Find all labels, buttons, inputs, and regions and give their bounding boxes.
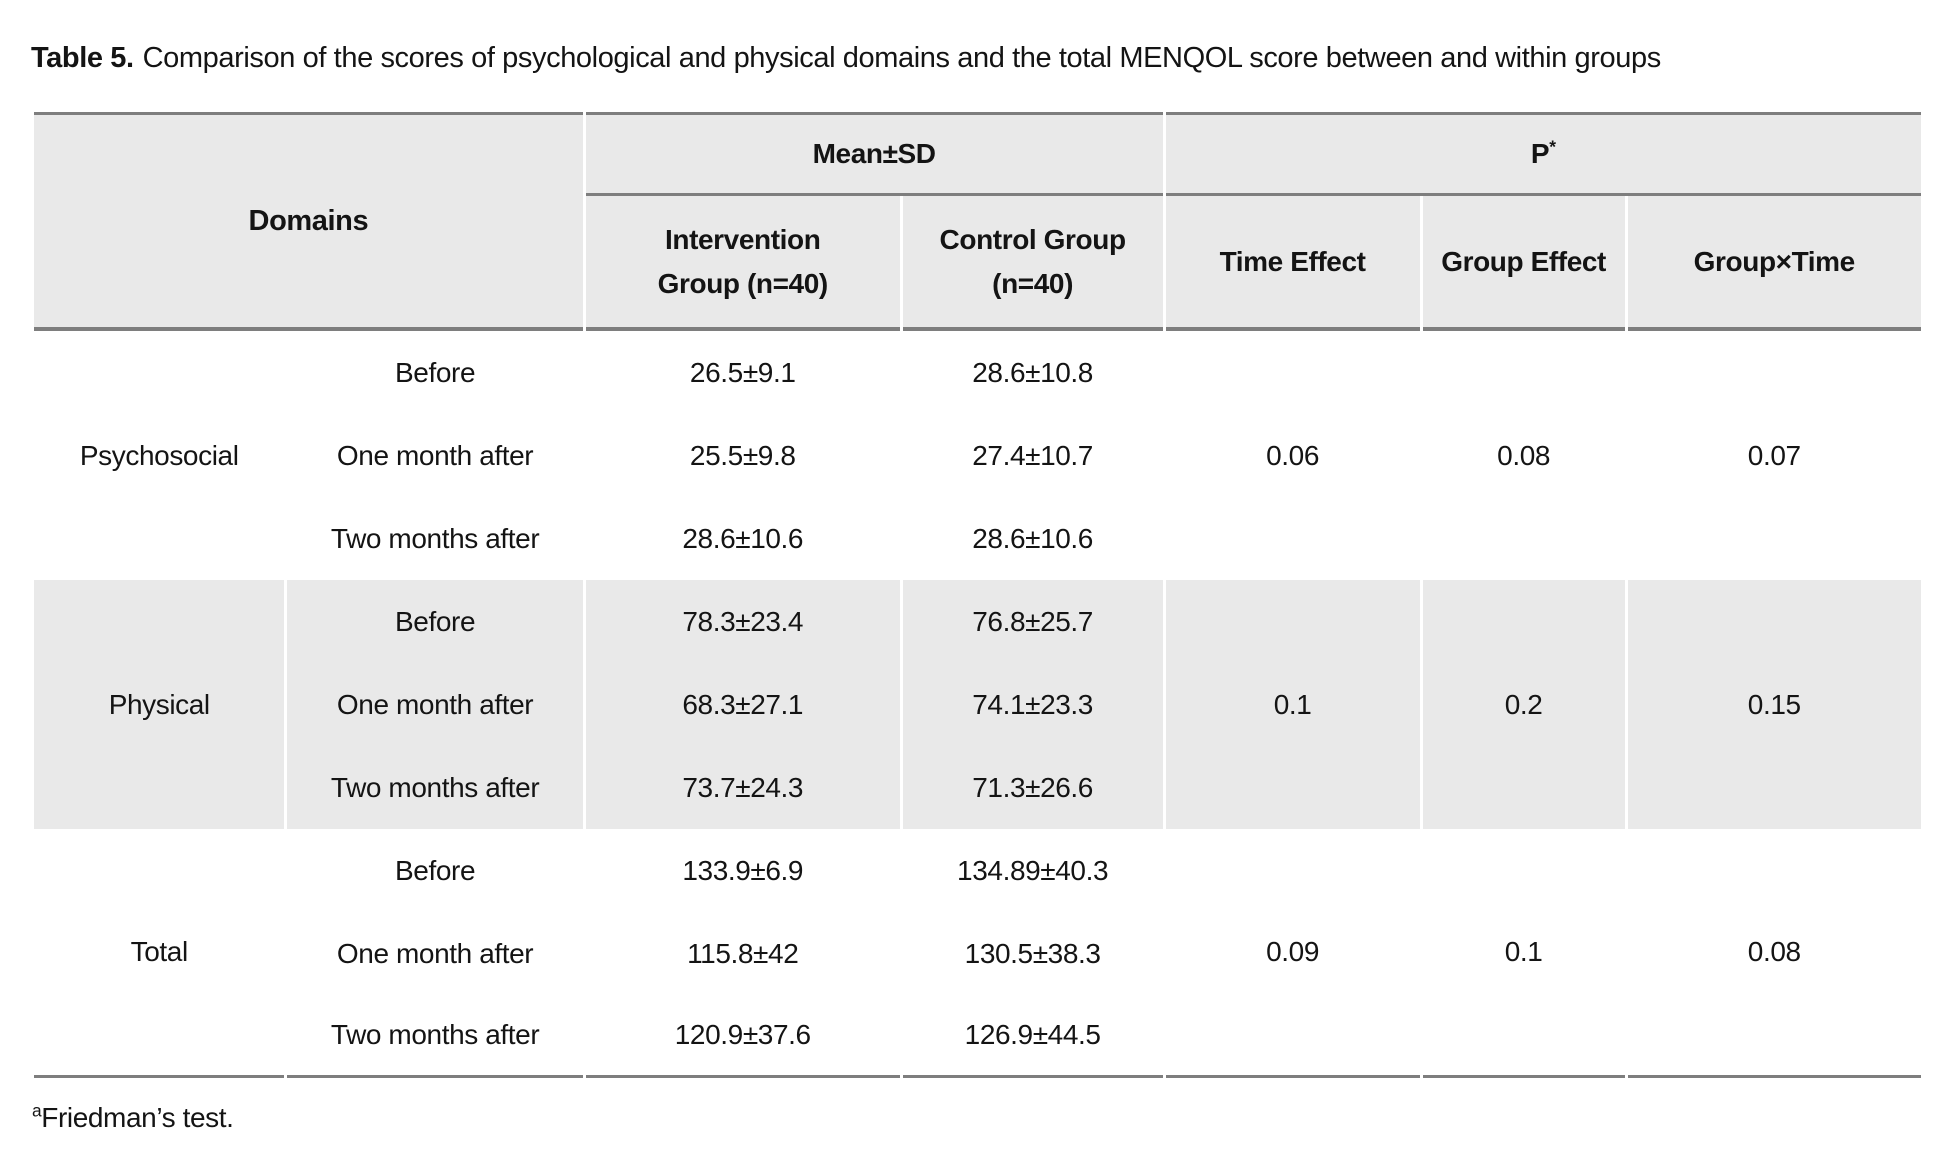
table-row: Two months after 28.6±10.6 28.6±10.6 [34, 497, 1921, 581]
control-value: 134.89±40.3 [902, 829, 1163, 913]
intervention-value: 78.3±23.4 [585, 580, 900, 664]
control-value: 71.3±26.6 [902, 746, 1163, 830]
intervention-value: 115.8±42 [585, 912, 900, 996]
footnote-marker: a [32, 1100, 42, 1121]
domain-cell: Physical [34, 580, 285, 830]
control-value: 76.8±25.7 [902, 580, 1163, 664]
intervention-value: 26.5±9.1 [585, 331, 900, 415]
intervention-value: 25.5±9.8 [585, 414, 900, 498]
col-header-intervention-group: Intervention Group (n=40) [585, 196, 900, 332]
control-value: 28.6±10.6 [902, 497, 1163, 581]
header-row-groups: Domains Mean±SD P* [34, 112, 1921, 332]
domain-cell: Psychosocial [34, 331, 285, 581]
control-value: 28.6±10.8 [902, 331, 1163, 415]
header-row-columns: Intervention Group (n=40) Control Group … [34, 196, 1921, 332]
control-value: 74.1±23.3 [902, 663, 1163, 747]
table-row: One month after 68.3±27.1 74.1±23.3 [34, 663, 1921, 747]
menqol-comparison-table: Domains Mean±SD P* Intervention Group (n… [31, 112, 1924, 1079]
section-psychosocial: Psychosocial Before 26.5±9.1 28.6±10.8 0… [34, 331, 1921, 581]
table-caption: Table 5. Comparison of the scores of psyc… [31, 40, 1924, 76]
section-total: Total Before 133.9±6.9 134.89±40.3 0.09 … [34, 829, 1921, 1079]
table-row: Total Before 133.9±6.9 134.89±40.3 0.09 … [34, 829, 1921, 1079]
table-row: Two months after 73.7±24.3 71.3±26.6 [34, 746, 1921, 830]
header-p-asterisk: * [1549, 136, 1556, 157]
table-row: Two months after 120.9±37.6 126.9±44.5 [34, 995, 1921, 1079]
header-mean-sd: Mean±SD [585, 112, 1163, 197]
p-time-value: 0.09 [1165, 829, 1420, 1079]
p-time-value: 0.06 [1165, 331, 1420, 581]
col-header-time-effect: Time Effect [1165, 196, 1420, 332]
footnote-text: Friedman’s test. [41, 1102, 234, 1134]
header-domains: Domains [34, 112, 583, 332]
time-cell: Before [287, 580, 583, 664]
intervention-value: 120.9±37.6 [585, 995, 900, 1079]
header-mean-sd-label: Mean±SD [812, 138, 936, 170]
time-cell: Two months after [287, 497, 583, 581]
table-row: Physical Before 78.3±23.4 76.8±25.7 0.1 … [34, 580, 1921, 830]
table-caption-text: Comparison of the scores of psychologica… [142, 42, 1662, 74]
p-interaction-value: 0.15 [1627, 580, 1921, 830]
table-row: Psychosocial Before 26.5±9.1 28.6±10.8 0… [34, 331, 1921, 581]
time-cell: Two months after [287, 995, 583, 1079]
header-p-label: P [1530, 138, 1550, 170]
time-cell: Before [287, 331, 583, 415]
p-time-value: 0.1 [1165, 580, 1420, 830]
time-cell: Before [287, 829, 583, 913]
p-interaction-value: 0.08 [1627, 829, 1921, 1079]
col-header-group-x-time: Group×Time [1627, 196, 1921, 332]
time-cell: One month after [287, 912, 583, 996]
time-cell: One month after [287, 663, 583, 747]
table-row: One month after 115.8±42 130.5±38.3 [34, 912, 1921, 996]
control-value: 126.9±44.5 [902, 995, 1163, 1079]
intervention-value: 68.3±27.1 [585, 663, 900, 747]
intervention-value: 28.6±10.6 [585, 497, 900, 581]
time-cell: One month after [287, 414, 583, 498]
section-physical: Physical Before 78.3±23.4 76.8±25.7 0.1 … [34, 580, 1921, 830]
p-interaction-value: 0.07 [1627, 331, 1921, 581]
table-header: Domains Mean±SD P* Intervention Group (n… [34, 112, 1921, 332]
control-value: 27.4±10.7 [902, 414, 1163, 498]
p-group-value: 0.1 [1422, 829, 1625, 1079]
p-group-value: 0.08 [1422, 331, 1625, 581]
col-header-intervention-group-label: Intervention Group (n=40) [657, 224, 829, 299]
table-number-label: Table 5. [31, 42, 134, 74]
control-value: 130.5±38.3 [902, 912, 1163, 996]
header-p: P* [1165, 112, 1921, 197]
table-row: One month after 25.5±9.8 27.4±10.7 [34, 414, 1921, 498]
intervention-value: 133.9±6.9 [585, 829, 900, 913]
time-cell: Two months after [287, 746, 583, 830]
intervention-value: 73.7±24.3 [585, 746, 900, 830]
col-header-control-group-label: Control Group (n=40) [939, 224, 1127, 299]
col-header-control-group: Control Group (n=40) [902, 196, 1163, 332]
domain-cell: Total [34, 829, 285, 1079]
col-header-group-effect: Group Effect [1422, 196, 1625, 332]
p-group-value: 0.2 [1422, 580, 1625, 830]
table-footnote: aFriedman’s test. [31, 1102, 1924, 1134]
